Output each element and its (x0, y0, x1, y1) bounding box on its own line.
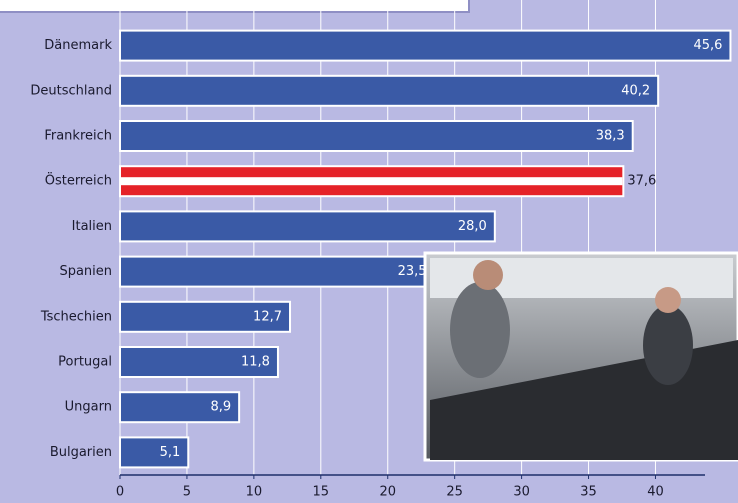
y-tick-label: Frankreich (44, 129, 112, 144)
photo (423, 251, 738, 462)
x-tick-label: 0 (116, 485, 124, 500)
bar (119, 391, 241, 424)
value-label: 11,8 (241, 355, 270, 370)
bar (119, 210, 496, 243)
x-tick-label: 20 (379, 485, 396, 500)
x-tick-label: 35 (580, 485, 597, 500)
y-tick-label: Tschechien (40, 309, 112, 324)
photo-worker (643, 305, 693, 385)
y-tick-label: Ungarn (65, 400, 112, 415)
y-tick-label: Italien (72, 219, 112, 234)
value-label: 23,5 (398, 264, 427, 279)
bar (119, 300, 292, 333)
x-tick-label: 30 (513, 485, 530, 500)
value-label: 40,2 (621, 83, 650, 98)
y-tick-label: Deutschland (30, 83, 112, 98)
photo-head (655, 287, 681, 313)
x-tick-label: 25 (446, 485, 463, 500)
bar (119, 346, 279, 378)
x-tick-label: 10 (246, 485, 263, 500)
bar (119, 120, 634, 152)
value-label: 38,3 (596, 129, 625, 144)
value-label: 8,9 (210, 400, 231, 415)
bar (119, 29, 732, 62)
value-label: 28,0 (458, 219, 487, 234)
photo-head (473, 260, 503, 290)
bar-stripe (121, 177, 623, 186)
value-label: 5,1 (160, 445, 181, 460)
title-box (0, 0, 470, 13)
y-tick-label: Österreich (45, 172, 112, 189)
y-tick-label: Bulgarien (50, 445, 112, 460)
value-label: 45,6 (693, 38, 722, 53)
photo-worker (450, 282, 510, 378)
y-tick-label: Portugal (58, 355, 112, 370)
y-tick-label: Spanien (59, 264, 112, 279)
bar (119, 255, 436, 288)
x-tick-label: 15 (313, 485, 330, 500)
value-label: 12,7 (253, 309, 282, 324)
bar (119, 436, 190, 469)
y-tick-label: Dänemark (44, 38, 112, 53)
x-tick-label: 40 (647, 485, 664, 500)
x-tick-label: 5 (183, 485, 191, 500)
bar (119, 74, 660, 107)
value-label: 37,6 (627, 174, 656, 189)
